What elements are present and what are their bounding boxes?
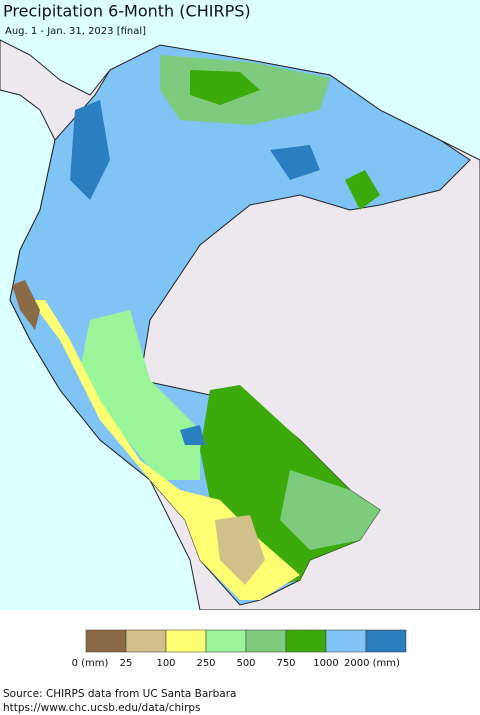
region-altiplano-tan [215,515,265,585]
region-north-darkgreen [190,70,260,105]
legend-label: 0 (mm) [72,658,109,669]
region-east-green [280,470,380,550]
region-pacific-blue [70,100,110,200]
legend-label: 2000 (mm) [344,658,400,669]
legend-swatch [245,629,287,653]
legend-label: 1000 [313,658,338,669]
legend-swatch [285,629,327,653]
legend-label: 500 [236,658,255,669]
map-subtitle: Aug. 1 - Jan. 31, 2023 [final] [5,26,146,37]
legend-label: 750 [276,658,295,669]
legend-label: 250 [196,658,215,669]
region-guiana-blue [270,145,320,180]
legend-swatch [85,629,127,653]
legend-swatch [365,629,407,653]
legend: 0 (mm) 25 100 250 500 750 1000 2000 (mm) [72,629,407,669]
region-guiana-green [345,170,380,210]
footer-background [0,610,480,715]
legend-swatch [165,629,207,653]
legend-swatch [205,629,247,653]
legend-swatch [325,629,367,653]
map-title: Precipitation 6-Month (CHIRPS) [3,2,251,21]
region-lake-blue [180,425,205,445]
region-andes-lightgreen [80,310,200,480]
legend-swatch [125,629,167,653]
legend-label: 100 [156,658,175,669]
source-url: https://www.chc.ucsb.edu/data/chirps [3,702,201,714]
source-text: Source: CHIRPS data from UC Santa Barbar… [3,688,236,700]
region-desert-brown [12,280,40,330]
legend-label: 25 [120,658,133,669]
